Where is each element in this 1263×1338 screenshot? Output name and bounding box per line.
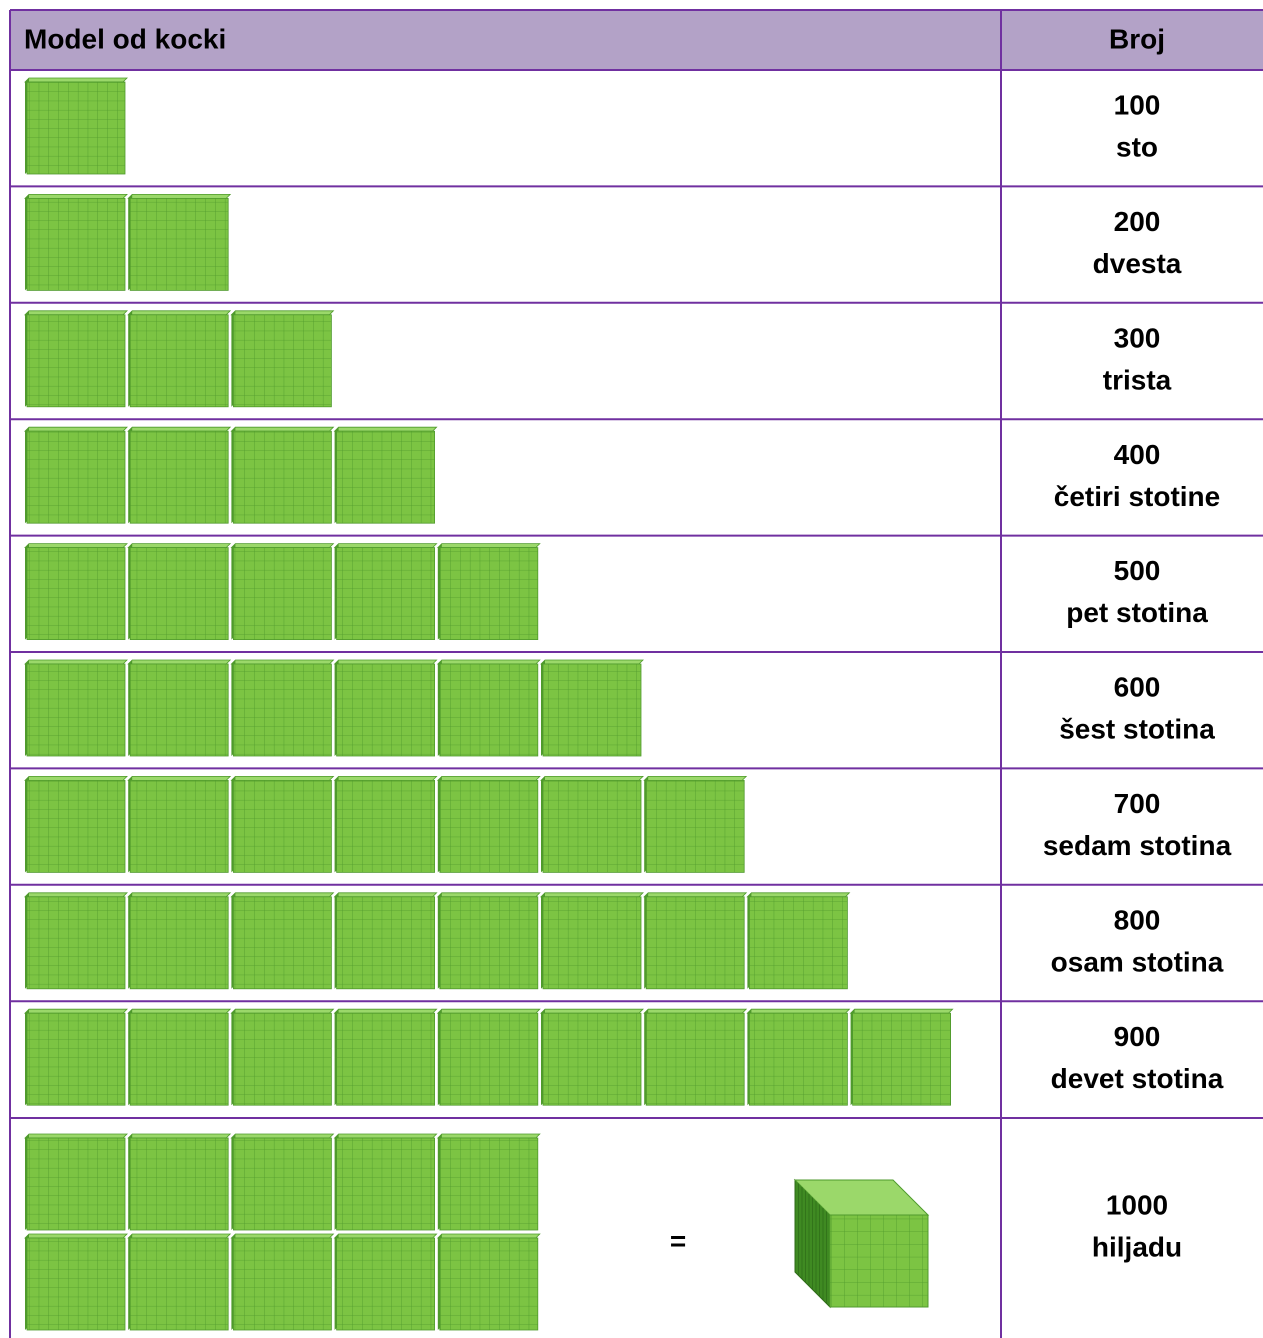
hundred-flat — [438, 660, 540, 756]
hundred-flat — [335, 544, 437, 640]
hundred-flat — [541, 660, 643, 756]
hundred-flat — [335, 1009, 437, 1105]
hundred-flat — [128, 194, 230, 290]
hundred-flat — [644, 893, 746, 989]
number-word: devet stotina — [1051, 1063, 1224, 1094]
hundred-flat — [25, 1134, 127, 1230]
hundred-flat — [335, 427, 437, 523]
hundred-flat — [231, 311, 333, 407]
hundred-flat — [128, 1234, 230, 1330]
hundred-flat — [335, 660, 437, 756]
number: 300 — [1114, 322, 1161, 353]
hundred-flat — [25, 78, 127, 174]
hundred-flat — [644, 1009, 746, 1105]
hundred-flat — [128, 1134, 230, 1230]
hundred-flat — [438, 1009, 540, 1105]
hundred-flat — [128, 660, 230, 756]
number: 500 — [1114, 555, 1161, 586]
number: 800 — [1114, 904, 1161, 935]
hundred-flat — [128, 311, 230, 407]
hundred-flat — [335, 1234, 437, 1330]
hundred-flat — [231, 1234, 333, 1330]
header-number: Broj — [1109, 23, 1165, 54]
hundred-flat — [438, 893, 540, 989]
number-word: šest stotina — [1059, 714, 1215, 745]
number-word: hiljadu — [1092, 1231, 1182, 1262]
hundred-flat — [438, 776, 540, 872]
number-word: pet stotina — [1066, 597, 1208, 628]
hundred-flat — [128, 427, 230, 523]
header-model: Model od kocki — [24, 23, 226, 54]
hundred-flat — [231, 893, 333, 989]
number-word: sedam stotina — [1043, 830, 1232, 861]
number-word: trista — [1103, 364, 1172, 395]
hundred-flat — [644, 776, 746, 872]
hundred-flat — [438, 1234, 540, 1330]
hundred-flat — [335, 893, 437, 989]
hundred-flat — [541, 1009, 643, 1105]
hundred-flat — [438, 544, 540, 640]
hundred-flat — [25, 1234, 127, 1330]
hundred-flat — [128, 776, 230, 872]
hundred-flat — [335, 776, 437, 872]
hundred-flat — [438, 1134, 540, 1230]
hundred-flat — [231, 427, 333, 523]
hundred-flat — [25, 311, 127, 407]
number-word: dvesta — [1093, 248, 1182, 279]
number: 600 — [1114, 672, 1161, 703]
number-word: sto — [1116, 132, 1158, 163]
number-word: osam stotina — [1051, 946, 1224, 977]
hundred-flat — [25, 544, 127, 640]
number: 700 — [1114, 788, 1161, 819]
hundred-flat — [25, 893, 127, 989]
equals-sign: = — [670, 1225, 686, 1256]
hundred-flat — [25, 427, 127, 523]
hundred-flat — [541, 893, 643, 989]
hundred-flat — [335, 1134, 437, 1230]
hundred-flat — [25, 776, 127, 872]
hundred-flat — [231, 1134, 333, 1230]
hundred-flat — [128, 893, 230, 989]
hundred-flat — [128, 1009, 230, 1105]
place-value-table: Model od kocki Broj 100 sto 200 dvesta 300 tr… — [0, 0, 1263, 1338]
hundred-flat — [541, 776, 643, 872]
number: 100 — [1114, 90, 1161, 121]
number: 1000 — [1106, 1189, 1168, 1220]
number: 900 — [1114, 1021, 1161, 1052]
hundred-flat — [231, 1009, 333, 1105]
hundred-flat — [25, 1009, 127, 1105]
number: 400 — [1114, 439, 1161, 470]
number-word: četiri stotine — [1054, 481, 1220, 512]
hundred-flat — [231, 544, 333, 640]
thousand-cube — [795, 1180, 928, 1307]
hundred-flat — [25, 660, 127, 756]
hundred-flat — [25, 194, 127, 290]
hundred-flat — [747, 893, 849, 989]
page: {"header": {"model": "Model od kocki", "… — [0, 0, 1263, 1338]
hundred-flat — [231, 660, 333, 756]
hundred-flat — [747, 1009, 849, 1105]
hundred-flat — [231, 776, 333, 872]
number: 200 — [1114, 206, 1161, 237]
hundred-flat — [128, 544, 230, 640]
hundred-flat — [851, 1009, 953, 1105]
